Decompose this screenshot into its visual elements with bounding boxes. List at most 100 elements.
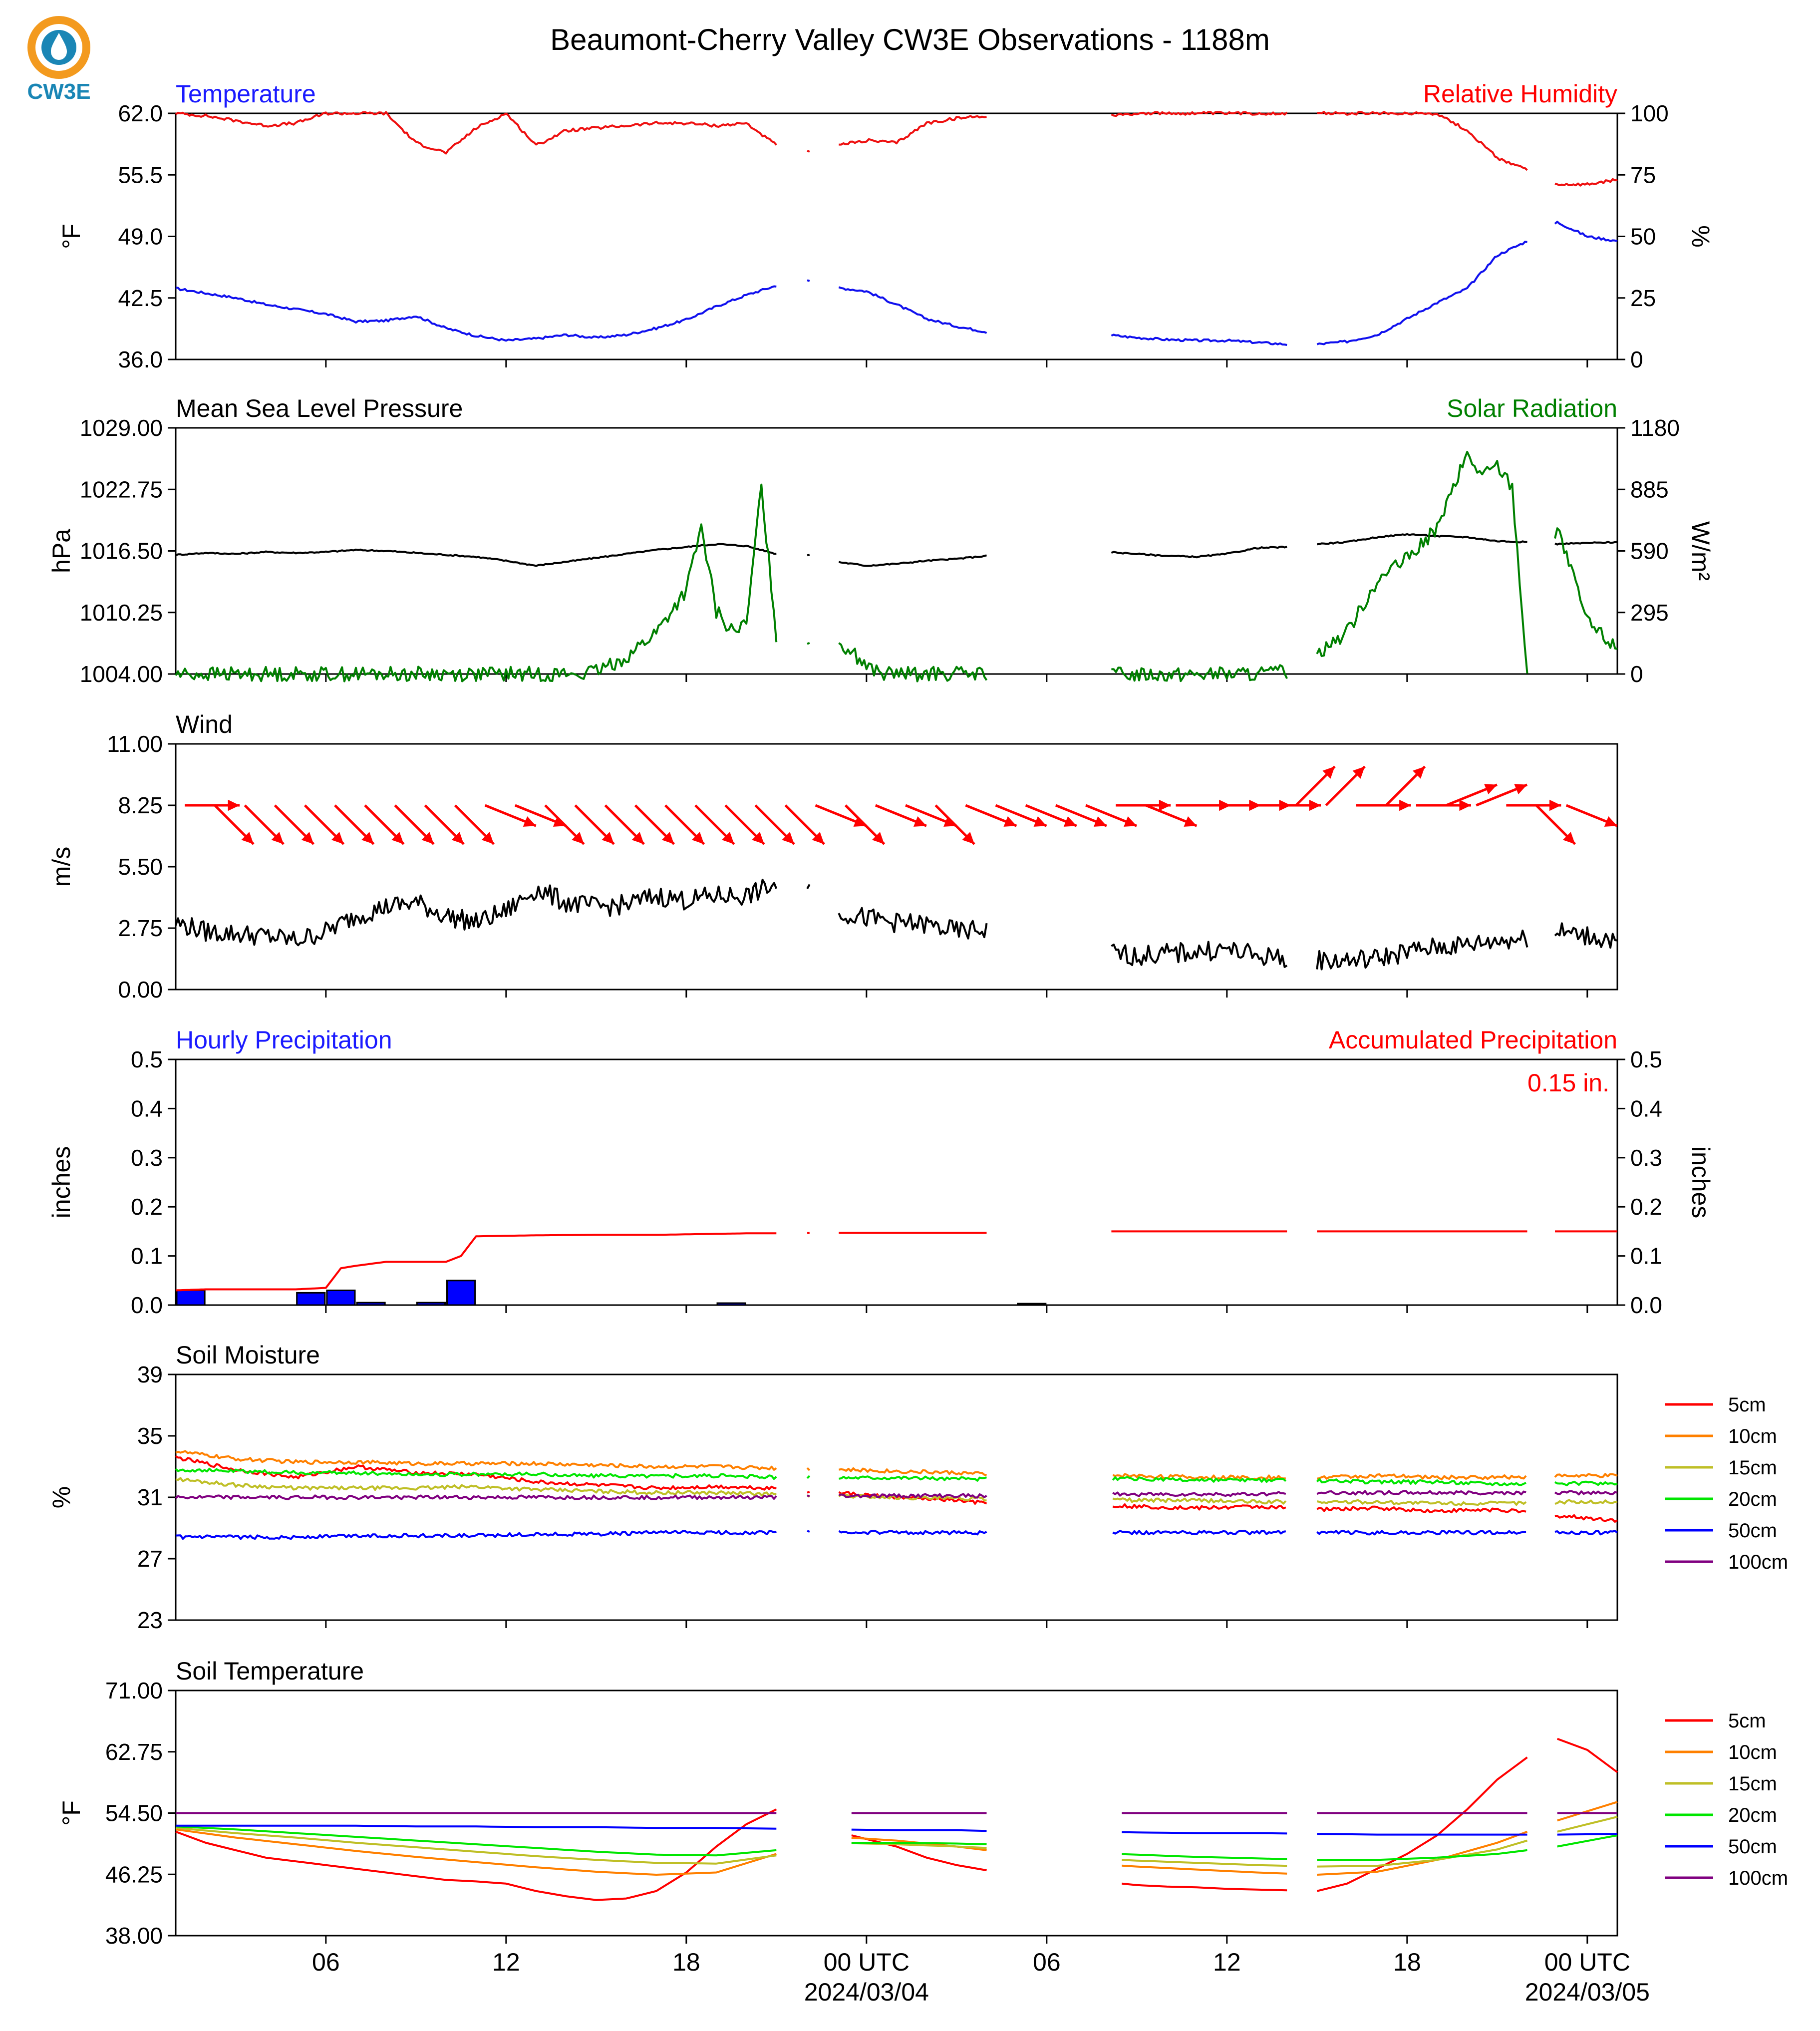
y-tick-label: 1010.25 — [80, 600, 163, 626]
wind-arrow-head — [962, 832, 974, 844]
wind-arrow-head — [523, 816, 536, 827]
panel-6-title: Soil Temperature — [176, 1657, 364, 1685]
legend-label: 50cm — [1728, 1836, 1777, 1858]
panel-4: 0.0 0.1 0.2 0.3 0.4 0.5 0.0 0.1 0.2 0.3 0.4 0.5 Hour… — [47, 1026, 1715, 1318]
legend-label: 100cm — [1728, 1551, 1788, 1573]
y-tick-label-right: 0.2 — [1630, 1194, 1662, 1220]
wind-arrow-head — [1033, 816, 1047, 827]
y-tick-label: 5.50 — [118, 854, 163, 880]
y-tick-label: 0.3 — [131, 1145, 163, 1171]
y-tick-label-right: 25 — [1630, 285, 1656, 311]
panel-4-title-right: Accumulated Precipitation — [1329, 1026, 1617, 1054]
wind-arrow-head — [1399, 799, 1411, 811]
y-tick-label: 38.00 — [105, 1923, 163, 1949]
series-line — [175, 1737, 1618, 1901]
y-tick-label-right: 0.4 — [1630, 1095, 1662, 1121]
y-tick-label: 1022.75 — [80, 476, 163, 502]
series-line — [175, 221, 1618, 346]
y-tick-label-right: 590 — [1630, 538, 1669, 564]
legend-label: 50cm — [1728, 1520, 1777, 1542]
x-tick-date-label: 2024/03/04 — [804, 1978, 929, 2006]
y-tick-label-right: 295 — [1630, 600, 1669, 626]
precip-bar — [446, 1280, 476, 1306]
y-tick-label: 55.5 — [118, 162, 163, 188]
wind-arrow-head — [1352, 766, 1365, 779]
y-tick-label: 27 — [137, 1546, 163, 1572]
series-line — [175, 1467, 1618, 1486]
panel-2-ylabel: hPa — [47, 529, 75, 573]
x-tick-label: 00 UTC — [1544, 1948, 1630, 1976]
y-tick-label: 0.5 — [131, 1046, 163, 1072]
y-tick-label: 49.0 — [118, 224, 163, 250]
legend-label: 100cm — [1728, 1867, 1788, 1889]
wind-arrow-head — [241, 832, 254, 844]
y-tick-label: 0.1 — [131, 1243, 163, 1269]
wind-arrow-head — [1459, 799, 1471, 811]
panel-4-ylabel-right: inches — [1687, 1146, 1715, 1219]
y-tick-label: 2.75 — [118, 915, 163, 941]
y-tick-label: 42.5 — [118, 285, 163, 311]
y-tick-label: 0.2 — [131, 1194, 163, 1220]
panel-4-title: Hourly Precipitation — [176, 1026, 392, 1054]
y-tick-label-right: 0.3 — [1630, 1145, 1662, 1171]
series-line — [175, 1230, 1617, 1292]
panel-3: 0.00 2.75 5.50 8.25 11.00 Wind m/s — [47, 710, 1618, 1003]
wind-arrow-head — [631, 832, 644, 844]
logo-ring-icon — [27, 16, 90, 79]
series-line — [176, 1824, 1618, 1836]
y-tick-label-right: 0.1 — [1630, 1243, 1662, 1269]
y-tick-label: 11.00 — [107, 731, 163, 757]
series-line — [175, 879, 1618, 971]
panel-1-title: Temperature — [176, 80, 316, 108]
series-line — [175, 1530, 1618, 1540]
panel-5-title: Soil Moisture — [176, 1341, 320, 1369]
y-tick-label: 1004.00 — [80, 661, 163, 687]
y-tick-label: 62.0 — [118, 100, 163, 126]
y-tick-label: 31 — [137, 1484, 163, 1510]
wind-arrow-head — [722, 832, 734, 844]
y-tick-label-right: 100 — [1630, 100, 1669, 126]
y-tick-label: 36.0 — [118, 346, 163, 372]
y-tick-label: 0.00 — [118, 977, 163, 1003]
y-tick-label: 46.25 — [105, 1861, 163, 1887]
wind-arrow-head — [812, 832, 825, 844]
x-tick-date-label: 2024/03/05 — [1525, 1978, 1650, 2006]
wind-arrow-head — [451, 832, 464, 844]
panel-4-ylabel: inches — [47, 1146, 75, 1219]
y-tick-label: 23 — [137, 1607, 163, 1633]
figure-title: Beaumont-Cherry Valley CW3E Observations… — [550, 23, 1270, 56]
panel-1: 36.0 42.5 49.0 55.5 62.0 0 25 50 75 100 Temperatur… — [57, 80, 1715, 372]
x-tick-label: 18 — [1393, 1948, 1421, 1976]
legend-label: 20cm — [1728, 1804, 1777, 1826]
panel-2: 1004.00 1010.25 1016.50 1022.75 1029.00 0 295 5… — [47, 394, 1715, 687]
legend-label: 15cm — [1728, 1457, 1777, 1479]
accumulated-total-label: 0.15 in. — [1527, 1069, 1609, 1097]
y-tick-label: 0.4 — [131, 1095, 163, 1121]
panel-2-ylabel-right: W/m² — [1687, 521, 1715, 581]
y-tick-label-right: 0 — [1630, 346, 1643, 372]
panel-1-ylabel: °F — [57, 224, 85, 249]
precip-bar — [716, 1302, 746, 1306]
wind-arrow-head — [1159, 799, 1171, 811]
y-tick-label: 62.75 — [105, 1739, 163, 1765]
wind-arrow-head — [1184, 816, 1197, 827]
wind-arrow-head — [361, 832, 374, 844]
wind-arrow-head — [1562, 832, 1575, 844]
wind-arrow-head — [391, 832, 404, 844]
logo-text: CW3E — [27, 79, 90, 104]
wind-arrow-head — [913, 816, 926, 827]
wind-arrow-head — [1309, 799, 1321, 811]
panel-6: 38.00 46.25 54.50 62.75 71.00 Soil Temperatur… — [57, 1657, 1788, 1949]
wind-arrow-head — [1322, 766, 1335, 779]
series-line — [175, 1825, 1618, 1861]
wind-arrow-head — [691, 832, 704, 844]
wind-arrow-head — [1003, 816, 1017, 827]
x-tick-label: 12 — [1213, 1948, 1241, 1976]
series-line — [175, 1815, 1618, 1868]
panel-2-title-right: Solar Radiation — [1447, 394, 1617, 422]
wind-arrow-head — [572, 832, 584, 844]
precip-bar — [1017, 1303, 1047, 1306]
y-tick-label-right: 885 — [1630, 476, 1669, 502]
panel-4-frame — [175, 1058, 1618, 1306]
